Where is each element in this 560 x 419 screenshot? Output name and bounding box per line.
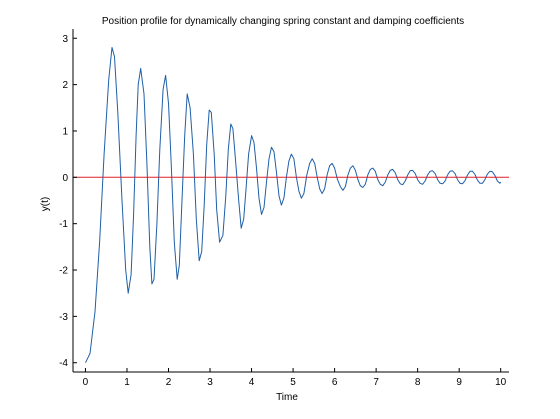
y-tick-label: -2 xyxy=(59,266,68,277)
x-tick-label: 4 xyxy=(249,377,255,388)
x-tick-label: 8 xyxy=(415,377,421,388)
x-tick-label: 3 xyxy=(207,377,213,388)
y-tick-label: 0 xyxy=(62,173,68,184)
x-tick-label: 6 xyxy=(332,377,338,388)
y-tick-label: 1 xyxy=(62,126,68,137)
position-series-line xyxy=(85,47,502,363)
y-tick-label: -1 xyxy=(59,219,68,230)
ticks-layer: 0 1 2 3 4 5 6 7 8 9 10 -4 -3 -2 -1 0 1 2 3 xyxy=(59,34,507,388)
x-tick-label: 1 xyxy=(124,377,130,388)
x-tick-label: 2 xyxy=(166,377,172,388)
plot-background xyxy=(73,29,509,372)
x-tick-label: 0 xyxy=(83,377,89,388)
x-tick-label: 10 xyxy=(495,377,507,388)
x-axis-label: Time xyxy=(276,392,298,403)
y-tick-label: -4 xyxy=(59,358,68,369)
plot-area: 0 1 2 3 4 5 6 7 8 9 10 -4 -3 -2 -1 0 1 2 3 xyxy=(59,29,509,388)
x-tick-label: 7 xyxy=(373,377,379,388)
y-tick-label: 3 xyxy=(62,34,68,45)
y-tick-label: 2 xyxy=(62,80,68,91)
chart-title: Position profile for dynamically changin… xyxy=(102,16,464,27)
x-tick-label: 9 xyxy=(456,377,462,388)
y-axis-label: y(t) xyxy=(40,197,51,211)
series-layer xyxy=(73,47,509,363)
x-tick-label: 5 xyxy=(290,377,296,388)
y-tick-label: -3 xyxy=(59,312,68,323)
